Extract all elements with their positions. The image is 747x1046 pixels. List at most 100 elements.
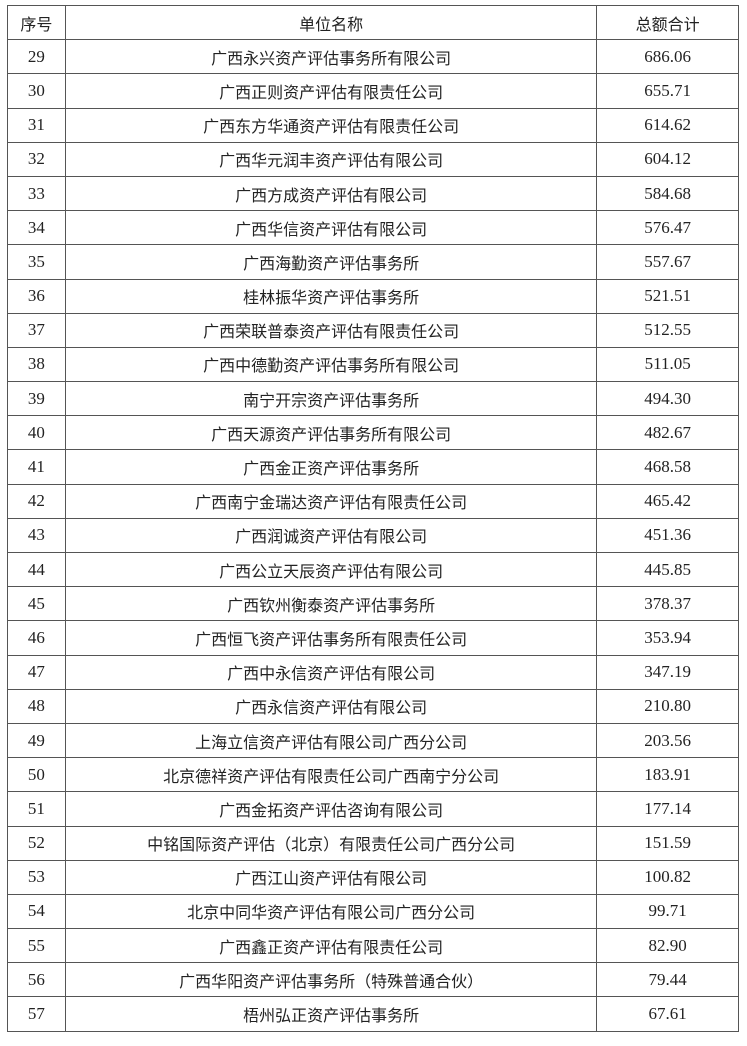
- table-row: 38 广西中德勤资产评估事务所有限公司 511.05: [7, 346, 739, 383]
- row-index: 45: [7, 586, 66, 622]
- row-index: 44: [7, 551, 66, 588]
- row-index: 57: [7, 996, 66, 1032]
- total-amount: 576.47: [596, 210, 739, 246]
- row-index: 47: [7, 654, 66, 690]
- ranking-table: 序号 单位名称 总额合计 29 广西永兴资产评估事务所有限公司 686.06 30 广西…: [7, 4, 739, 1032]
- total-amount: 445.85: [596, 551, 739, 588]
- row-index: 35: [7, 244, 66, 280]
- row-index: 52: [7, 825, 66, 861]
- table-row: 54 北京中同华资产评估有限公司广西分公司 99.71: [7, 893, 739, 930]
- total-amount: 482.67: [596, 415, 739, 451]
- row-index: 32: [7, 141, 66, 177]
- unit-name: 广西中德勤资产评估事务所有限公司: [64, 346, 598, 383]
- row-index: 54: [7, 893, 66, 930]
- total-amount: 347.19: [596, 654, 739, 690]
- total-amount: 210.80: [596, 688, 739, 724]
- unit-name: 广西中永信资产评估有限公司: [64, 654, 598, 690]
- table-row: 41 广西金正资产评估事务所 468.58: [7, 449, 739, 485]
- unit-name: 广西钦州衡泰资产评估事务所: [64, 586, 598, 622]
- total-amount: 79.44: [596, 962, 739, 998]
- total-amount: 512.55: [596, 312, 739, 348]
- total-amount: 655.71: [596, 73, 739, 109]
- table-row: 49 上海立信资产评估有限公司广西分公司 203.56: [7, 722, 739, 759]
- total-amount: 468.58: [596, 449, 739, 485]
- unit-name: 梧州弘正资产评估事务所: [64, 996, 598, 1032]
- unit-name: 北京中同华资产评估有限公司广西分公司: [64, 893, 598, 930]
- row-index: 31: [7, 107, 66, 143]
- table-row: 46 广西恒飞资产评估事务所有限责任公司 353.94: [7, 620, 739, 656]
- total-amount: 614.62: [596, 107, 739, 143]
- total-amount: 521.51: [596, 278, 739, 314]
- unit-name: 南宁开宗资产评估事务所: [64, 381, 598, 417]
- unit-name: 广西公立天辰资产评估有限公司: [64, 551, 598, 588]
- row-index: 48: [7, 688, 66, 724]
- unit-name: 广西海勤资产评估事务所: [64, 244, 598, 280]
- row-index: 43: [7, 517, 66, 554]
- row-index: 38: [7, 346, 66, 383]
- table-row: 44 广西公立天辰资产评估有限公司 445.85: [7, 551, 739, 588]
- row-index: 37: [7, 312, 66, 348]
- total-amount: 494.30: [596, 381, 739, 417]
- row-index: 46: [7, 620, 66, 656]
- total-amount: 584.68: [596, 175, 739, 212]
- row-index: 56: [7, 962, 66, 998]
- row-index: 29: [7, 39, 66, 75]
- total-amount: 183.91: [596, 757, 739, 793]
- unit-name: 广西恒飞资产评估事务所有限责任公司: [64, 620, 598, 656]
- header-unit-name: 单位名称: [64, 4, 598, 41]
- table-row: 50 北京德祥资产评估有限责任公司广西南宁分公司 183.91: [7, 757, 739, 793]
- table-row: 45 广西钦州衡泰资产评估事务所 378.37: [7, 586, 739, 622]
- unit-name: 广西华阳资产评估事务所（特殊普通合伙）: [64, 962, 598, 998]
- table-row: 29 广西永兴资产评估事务所有限公司 686.06: [7, 39, 739, 75]
- unit-name: 广西天源资产评估事务所有限公司: [64, 415, 598, 451]
- header-total: 总额合计: [596, 4, 739, 41]
- row-index: 40: [7, 415, 66, 451]
- total-amount: 67.61: [596, 996, 739, 1032]
- unit-name: 广西永信资产评估有限公司: [64, 688, 598, 724]
- row-index: 42: [7, 483, 66, 519]
- header-index: 序号: [7, 4, 66, 41]
- row-index: 34: [7, 210, 66, 246]
- total-amount: 511.05: [596, 346, 739, 383]
- table-row: 47 广西中永信资产评估有限公司 347.19: [7, 654, 739, 690]
- table-row: 40 广西天源资产评估事务所有限公司 482.67: [7, 415, 739, 451]
- unit-name: 中铭国际资产评估（北京）有限责任公司广西分公司: [64, 825, 598, 861]
- total-amount: 151.59: [596, 825, 739, 861]
- table-row: 57 梧州弘正资产评估事务所 67.61: [7, 996, 739, 1032]
- row-index: 30: [7, 73, 66, 109]
- row-index: 39: [7, 381, 66, 417]
- unit-name: 北京德祥资产评估有限责任公司广西南宁分公司: [64, 757, 598, 793]
- unit-name: 广西方成资产评估有限公司: [64, 175, 598, 212]
- total-amount: 353.94: [596, 620, 739, 656]
- unit-name: 广西南宁金瑞达资产评估有限责任公司: [64, 483, 598, 519]
- row-index: 55: [7, 928, 66, 964]
- row-index: 33: [7, 175, 66, 212]
- row-index: 36: [7, 278, 66, 314]
- unit-name: 广西荣联普泰资产评估有限责任公司: [64, 312, 598, 348]
- total-amount: 100.82: [596, 859, 739, 895]
- row-index: 50: [7, 757, 66, 793]
- table-row: 39 南宁开宗资产评估事务所 494.30: [7, 381, 739, 417]
- unit-name: 广西东方华通资产评估有限责任公司: [64, 107, 598, 143]
- table-row: 36 桂林振华资产评估事务所 521.51: [7, 278, 739, 314]
- table-row: 31 广西东方华通资产评估有限责任公司 614.62: [7, 107, 739, 143]
- unit-name: 广西鑫正资产评估有限责任公司: [64, 928, 598, 964]
- unit-name: 广西华信资产评估有限公司: [64, 210, 598, 246]
- unit-name: 桂林振华资产评估事务所: [64, 278, 598, 314]
- unit-name: 广西正则资产评估有限责任公司: [64, 73, 598, 109]
- total-amount: 177.14: [596, 791, 739, 827]
- table-row: 43 广西润诚资产评估有限公司 451.36: [7, 517, 739, 554]
- table-row: 37 广西荣联普泰资产评估有限责任公司 512.55: [7, 312, 739, 348]
- total-amount: 686.06: [596, 39, 739, 75]
- total-amount: 451.36: [596, 517, 739, 554]
- table-row: 35 广西海勤资产评估事务所 557.67: [7, 244, 739, 280]
- unit-name: 广西华元润丰资产评估有限公司: [64, 141, 598, 177]
- total-amount: 99.71: [596, 893, 739, 930]
- total-amount: 378.37: [596, 586, 739, 622]
- table-row: 33 广西方成资产评估有限公司 584.68: [7, 175, 739, 212]
- total-amount: 465.42: [596, 483, 739, 519]
- table-row: 53 广西江山资产评估有限公司 100.82: [7, 859, 739, 895]
- table-row: 42 广西南宁金瑞达资产评估有限责任公司 465.42: [7, 483, 739, 519]
- row-index: 41: [7, 449, 66, 485]
- unit-name: 广西永兴资产评估事务所有限公司: [64, 39, 598, 75]
